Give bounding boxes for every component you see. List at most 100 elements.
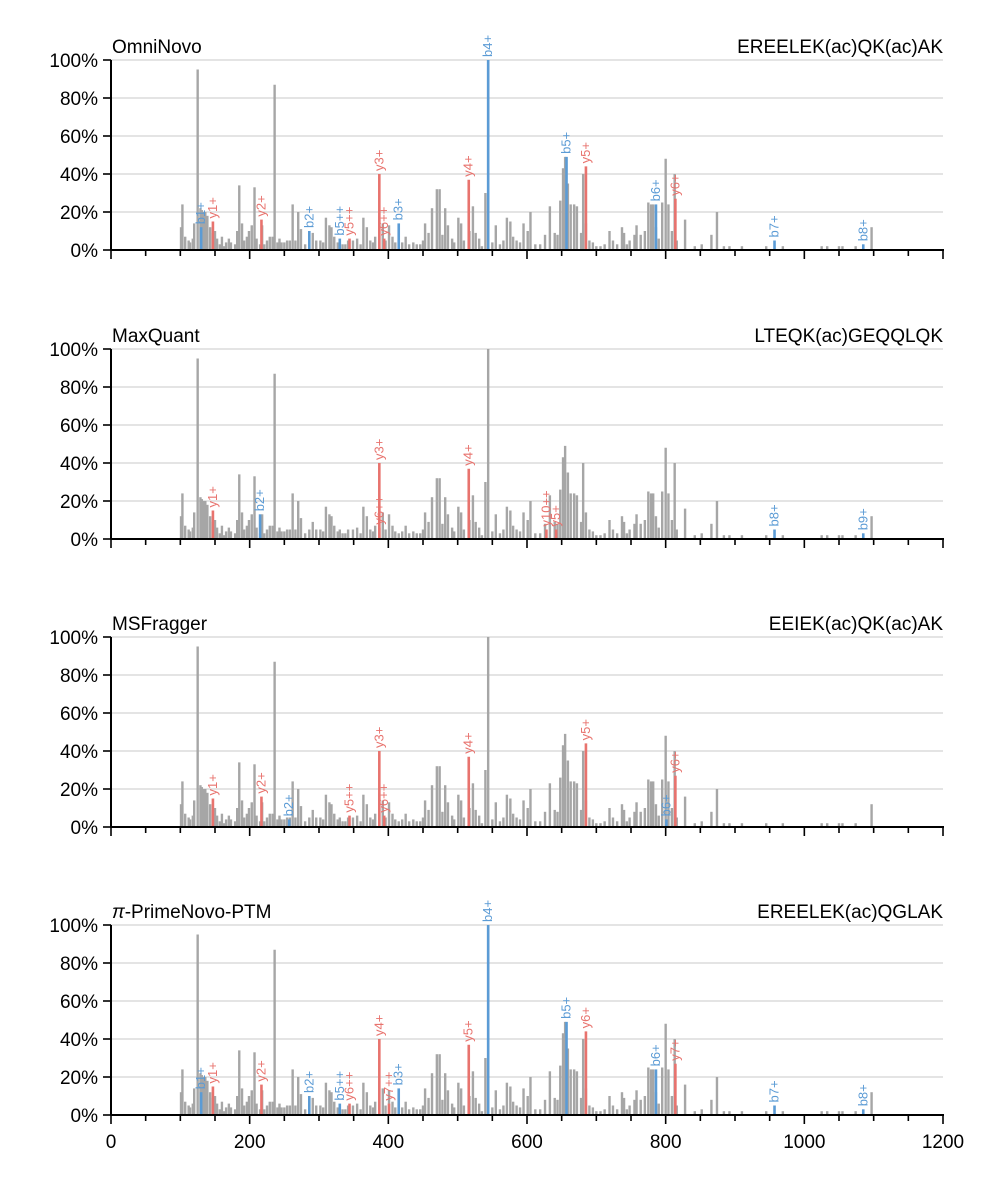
method-title: π-PrimeNovo-PTM bbox=[112, 902, 271, 923]
x-tick-label: 600 bbox=[511, 1132, 543, 1153]
y-tick-label: 60% bbox=[60, 416, 98, 437]
ion-label-y: y4+ bbox=[461, 155, 476, 176]
ion-label-y: y1+ bbox=[205, 1062, 220, 1083]
y-tick-label: 60% bbox=[60, 127, 98, 148]
x-tick-label: 1200 bbox=[922, 1132, 964, 1153]
x-tick-label: 200 bbox=[234, 1132, 266, 1153]
y-tick-label: 40% bbox=[60, 742, 98, 763]
ion-label-y: y6++ bbox=[342, 1072, 357, 1101]
ion-label-b: b8+ bbox=[855, 219, 870, 241]
ion-label-y: y6++ bbox=[371, 496, 386, 525]
y-tick-label: 80% bbox=[60, 378, 98, 399]
x-tick-label: 0 bbox=[106, 1132, 117, 1153]
ion-label-b: b9+ bbox=[855, 508, 870, 530]
y-tick-label: 20% bbox=[60, 780, 98, 801]
y-tick-label: 100% bbox=[49, 916, 98, 937]
ion-label-b: b7+ bbox=[767, 1080, 782, 1102]
peptide-sequence: EREELEK(ac)QK(ac)AK bbox=[737, 37, 943, 58]
ion-label-b: b6+ bbox=[648, 179, 663, 201]
ion-label-b: b7+ bbox=[767, 215, 782, 237]
peptide-sequence: EREELEK(ac)QGLAK bbox=[757, 902, 943, 923]
y-tick-label: 0% bbox=[71, 530, 99, 551]
ion-label-y: y5++ bbox=[342, 207, 357, 236]
y-tick-label: 100% bbox=[49, 340, 98, 361]
y-tick-label: 0% bbox=[71, 241, 99, 262]
y-tick-label: 40% bbox=[60, 165, 98, 186]
ion-label-b: b4+ bbox=[480, 35, 495, 57]
y-tick-label: 20% bbox=[60, 203, 98, 224]
ion-label-b: b1+ bbox=[193, 202, 208, 224]
y-tick-label: 80% bbox=[60, 89, 98, 110]
spectrum-panel-2: y1+ y2+ b2+ y5++ y3+ y6++ y4+ y5+ b6+ y6+ 0% 20% 40%… bbox=[49, 614, 944, 839]
ion-label-y: y4+ bbox=[371, 1015, 386, 1036]
y-tick-label: 60% bbox=[60, 992, 98, 1013]
spectrum-panel-3: b1+y1+ y2+ b2+ b5++y6++ y4+ y7++b3+ y5+ b4+ b5+ y… bbox=[49, 900, 964, 1153]
method-title: MSFragger bbox=[112, 614, 208, 635]
ion-label-y: y2+ bbox=[253, 1060, 268, 1081]
ion-label-b: b3+ bbox=[391, 198, 406, 220]
ion-label-b: b3+ bbox=[391, 1063, 406, 1085]
y-tick-label: 40% bbox=[60, 454, 98, 475]
ion-label-y: y2+ bbox=[253, 772, 268, 793]
ion-label-b: b8+ bbox=[767, 504, 782, 526]
y-tick-label: 0% bbox=[71, 1106, 99, 1127]
ion-label-y: y1+ bbox=[205, 486, 220, 507]
ion-label-y: y5+ bbox=[578, 719, 593, 740]
x-tick-label: 1000 bbox=[783, 1132, 825, 1153]
y-tick-label: 60% bbox=[60, 704, 98, 725]
y-tick-label: 20% bbox=[60, 1068, 98, 1089]
ion-label-b: b5+ bbox=[559, 132, 574, 154]
ion-label-y: y7+ bbox=[667, 1039, 682, 1060]
ion-label-y: y1+ bbox=[205, 197, 220, 218]
ion-label-b: b5++ bbox=[332, 206, 347, 236]
ion-label-y: y4+ bbox=[461, 444, 476, 465]
y-tick-label: 100% bbox=[49, 628, 98, 649]
ion-label-y: y6+ bbox=[667, 751, 682, 772]
ion-label-y: y10++ bbox=[538, 490, 553, 526]
method-title: OmniNovo bbox=[112, 37, 202, 58]
method-title-italic: π bbox=[112, 902, 126, 923]
method-title: MaxQuant bbox=[112, 326, 200, 347]
ion-label-b: b2+ bbox=[281, 794, 296, 816]
ion-label-b: b4+ bbox=[480, 900, 495, 922]
ion-label-y: y3+ bbox=[371, 727, 386, 748]
peptide-sequence: EEIEK(ac)QK(ac)AK bbox=[769, 614, 944, 635]
ion-label-y: y3+ bbox=[371, 150, 386, 171]
spectrum-panel-1: y1+ b2+ y3+ y6++ y4+ y10++y5+ b8+ b9+ 0% 20% 40% 60… bbox=[49, 326, 944, 551]
ion-label-b: b6+ bbox=[658, 794, 673, 816]
peptide-sequence: LTEQK(ac)GEQQLQK bbox=[754, 326, 943, 347]
ion-label-y: y1+ bbox=[205, 774, 220, 795]
method-title-rest: -PrimeNovo-PTM bbox=[125, 902, 272, 923]
ion-label-y: y5++ bbox=[342, 784, 357, 813]
y-tick-label: 100% bbox=[49, 51, 98, 72]
ion-label-b: b2+ bbox=[252, 489, 267, 511]
ion-label-b: b2+ bbox=[301, 206, 316, 228]
ion-label-b: b1+ bbox=[193, 1067, 208, 1089]
y-tick-label: 20% bbox=[60, 492, 98, 513]
x-tick-label: 400 bbox=[372, 1132, 404, 1153]
y-tick-label: 80% bbox=[60, 666, 98, 687]
spectrum-panel-0: b1+y1+ y2+ b2+ b5++y5++ y3+ y6++ b3+ y4+ b4+ b5+ y… bbox=[49, 35, 944, 262]
ion-label-y: y6++ bbox=[376, 207, 391, 236]
y-tick-label: 40% bbox=[60, 1030, 98, 1051]
ion-label-y: y6+ bbox=[667, 174, 682, 195]
ion-label-b: b6+ bbox=[648, 1044, 663, 1066]
ion-label-y: y6++ bbox=[376, 784, 391, 813]
ion-label-y: y6+ bbox=[578, 1007, 593, 1028]
ion-label-y: y5+ bbox=[548, 505, 563, 526]
ion-label-y: y4+ bbox=[461, 732, 476, 753]
ion-label-b: b5+ bbox=[559, 997, 574, 1019]
ion-label-b: b2+ bbox=[301, 1071, 316, 1093]
ion-label-b: b8+ bbox=[855, 1084, 870, 1106]
ion-label-b: b5++ bbox=[332, 1071, 347, 1101]
y-tick-label: 0% bbox=[71, 818, 99, 839]
ion-label-y: y2+ bbox=[253, 195, 268, 216]
x-tick-label: 800 bbox=[650, 1132, 682, 1153]
ion-label-y: y5+ bbox=[461, 1020, 476, 1041]
ion-label-y: y5+ bbox=[578, 142, 593, 163]
ion-label-y: y7++ bbox=[381, 1072, 396, 1101]
ion-label-y: y3+ bbox=[371, 439, 386, 460]
y-tick-label: 80% bbox=[60, 954, 98, 975]
